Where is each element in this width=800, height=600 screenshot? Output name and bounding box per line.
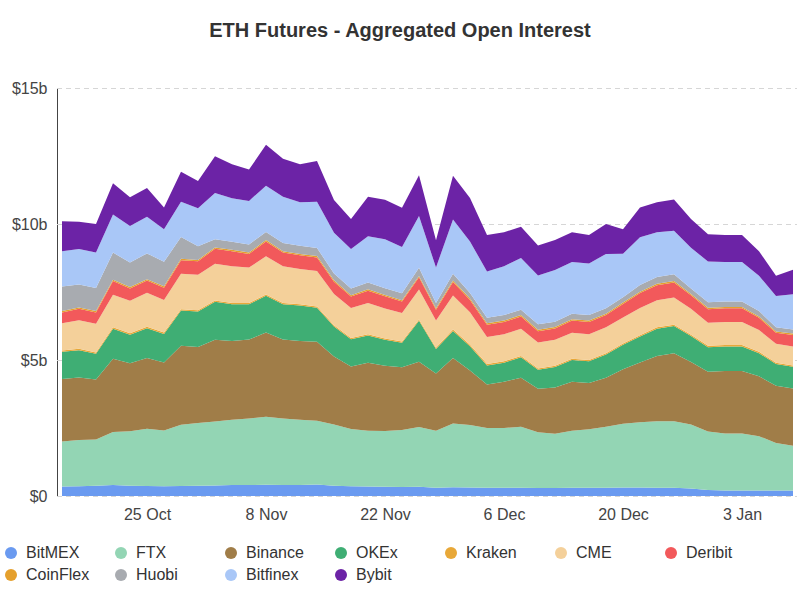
html-text:Bybit: Bybit — [356, 566, 392, 583]
svg-text:20 Dec: 20 Dec — [598, 506, 649, 523]
html-text:Kraken: Kraken — [466, 544, 517, 561]
html-text:CME: CME — [576, 544, 612, 561]
html-text:Bitfinex: Bitfinex — [246, 566, 299, 583]
html-text:OKEx: OKEx — [356, 544, 398, 561]
svg-text:$0: $0 — [30, 488, 48, 505]
html-text:ETH Futures - Aggregated Open: ETH Futures - Aggregated Open Interest — [209, 19, 591, 41]
html-text:BitMEX: BitMEX — [26, 544, 80, 561]
svg-text:$15b: $15b — [12, 80, 48, 97]
svg-text:22 Nov: 22 Nov — [360, 506, 411, 523]
svg-text:8 Nov: 8 Nov — [246, 506, 288, 523]
svg-text:3 Jan: 3 Jan — [723, 506, 762, 523]
svg-text:$10b: $10b — [12, 216, 48, 233]
html-text:Deribit: Deribit — [686, 544, 733, 561]
svg-text:25 Oct: 25 Oct — [124, 506, 172, 523]
html-text:FTX: FTX — [136, 544, 167, 561]
html-text:Binance: Binance — [246, 544, 304, 561]
html-text:CoinFlex: CoinFlex — [26, 566, 90, 583]
svg-text:6 Dec: 6 Dec — [484, 506, 526, 523]
svg-text:$5b: $5b — [21, 352, 48, 369]
html-text:Huobi: Huobi — [136, 566, 178, 583]
